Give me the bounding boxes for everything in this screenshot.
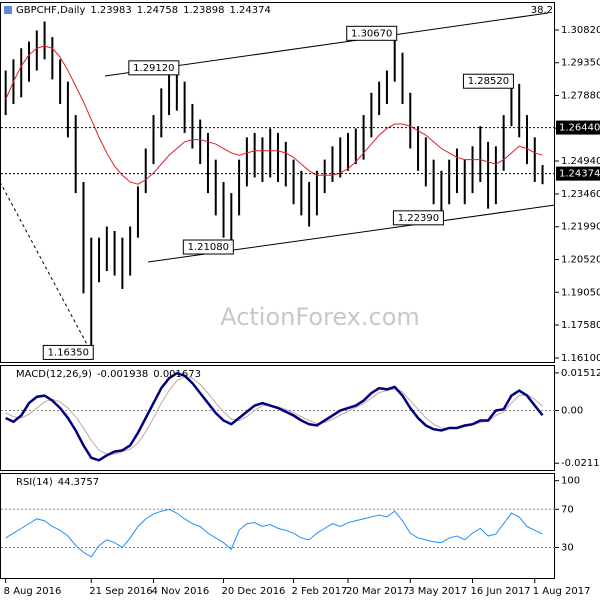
fib-line — [0, 181, 91, 351]
x-tick-label: 3 May 2017 — [408, 586, 467, 597]
header-value: 0.001673 — [153, 369, 201, 380]
price-label: 1.16350 — [48, 347, 89, 358]
x-tick-label: 4 Nov 2016 — [152, 586, 210, 597]
header-title: RSI(14) — [16, 477, 53, 488]
header-value: 1.24758 — [137, 5, 178, 16]
price-label: 1.22390 — [398, 213, 439, 224]
close-text: 1.24374 — [559, 169, 600, 180]
y-tick-label: -0.021174 — [561, 458, 600, 469]
header-value: 1.23983 — [90, 5, 131, 16]
y-tick-label: 70 — [561, 504, 574, 515]
x-tick-label: 8 Aug 2016 — [4, 586, 62, 597]
y-tick-label: 30 — [561, 542, 574, 553]
macd-panel — [0, 365, 555, 471]
x-tick-label: 2 Feb 2017 — [292, 586, 348, 597]
price-label-box — [182, 239, 234, 255]
price-label-box — [128, 60, 180, 76]
y-tick-label: 100 — [561, 476, 580, 487]
y-tick-label: 0.015124 — [561, 368, 600, 379]
header-title: GBPCHF,Daily — [16, 5, 85, 16]
price-label: 1.21080 — [188, 242, 229, 253]
price-label: 1.29120 — [133, 63, 174, 74]
price-label-box — [42, 344, 94, 360]
x-tick-label: 20 Dec 2016 — [222, 586, 286, 597]
price-label-box — [462, 73, 514, 89]
x-tick-label: 20 Mar 2017 — [346, 586, 409, 597]
level-text: 1.26440 — [559, 123, 600, 134]
symbol-icon — [4, 6, 12, 14]
header-value: 44.3757 — [58, 477, 99, 488]
y-tick-label: 0.00 — [561, 406, 583, 417]
y-tick-label: 1.30820 — [561, 25, 600, 36]
y-tick-label: 1.16100 — [561, 353, 600, 364]
header-title: MACD(12,26,9) — [16, 369, 92, 380]
header-value: 1.24374 — [229, 5, 270, 16]
y-tick-label: 1.20520 — [561, 254, 600, 265]
fib-label: 38.2 — [531, 5, 553, 16]
y-tick-label: 1.23460 — [561, 189, 600, 200]
y-tick-label: 1.27880 — [561, 90, 600, 101]
y-tick-label: 1.24940 — [561, 156, 600, 167]
price-label-box — [392, 210, 444, 226]
watermark: ActionForex.com — [220, 303, 420, 331]
x-tick-label: 1 Aug 2017 — [533, 586, 591, 597]
y-tick-label: 1.21990 — [561, 222, 600, 233]
close-box — [556, 166, 600, 181]
x-tick-label: 16 Jun 2017 — [471, 586, 531, 597]
moving-average — [5, 45, 543, 185]
level-box — [556, 120, 600, 135]
rsi-panel — [0, 473, 555, 579]
header-value: 1.23898 — [183, 5, 224, 16]
price-label: 1.28520 — [468, 76, 509, 87]
indicator-line — [5, 371, 544, 462]
price-label: 1.30670 — [351, 28, 392, 39]
y-tick-label: 1.17580 — [561, 320, 600, 331]
y-tick-label: 1.29350 — [561, 58, 600, 69]
header-value: -0.001938 — [97, 369, 148, 380]
price-label-box — [346, 25, 398, 41]
x-tick-label: 21 Sep 2016 — [89, 586, 152, 597]
y-tick-label: 1.19050 — [561, 287, 600, 298]
indicator-line — [5, 508, 543, 558]
